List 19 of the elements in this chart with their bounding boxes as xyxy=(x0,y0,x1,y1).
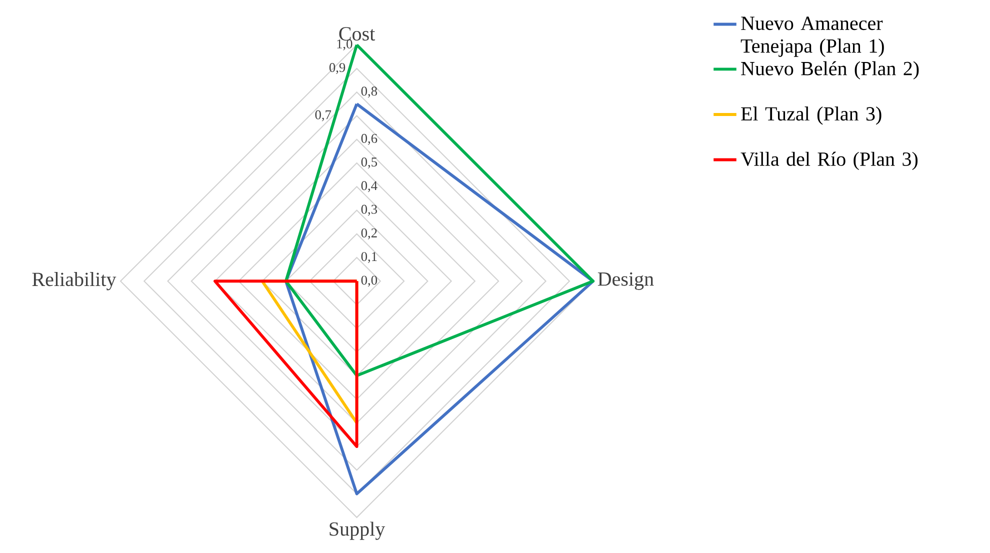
y-tick-label: 0,9 xyxy=(329,63,346,74)
legend-label: Villa del Río (Plan 3) xyxy=(740,152,918,170)
y-tick-label: 0,1 xyxy=(361,252,377,264)
spoke-label: Cost xyxy=(339,27,376,41)
y-tick-label: 0,2 xyxy=(361,228,377,240)
y-tick-label: 0,8 xyxy=(361,86,378,98)
legend-label: El Tuzal (Plan 3) xyxy=(741,106,882,125)
legend-label: Nuevo Belén (Plan 2) xyxy=(741,61,919,80)
y-tick-label: 0,5 xyxy=(361,158,378,169)
y-tick-label: 0,6 xyxy=(361,134,378,145)
spoke-label: Design xyxy=(598,272,654,290)
y-tick-label: 0,4 xyxy=(361,181,378,192)
y-tick-label: 0,3 xyxy=(361,204,378,216)
y-tick-label: 1,0 xyxy=(337,39,352,50)
spoke-label: Supply xyxy=(330,522,386,540)
y-tick-label: 0,7 xyxy=(315,110,332,122)
y-tick-label: 0,0 xyxy=(361,276,378,287)
legend-label: Nuevo Amanecer Tenejapa (Plan 1) xyxy=(740,16,884,57)
spoke-label: Reliability xyxy=(32,272,116,290)
